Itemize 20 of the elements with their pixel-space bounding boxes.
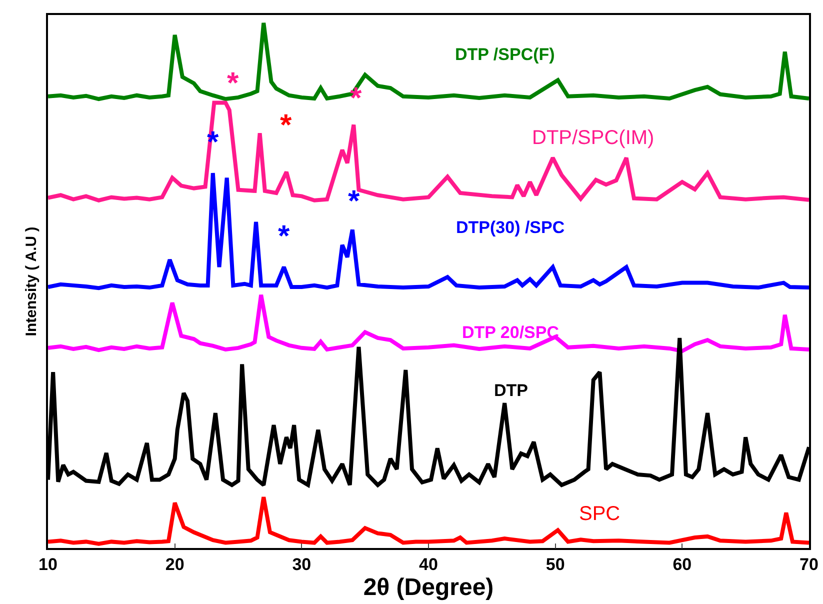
series-label: DTP(30) /SPC bbox=[456, 218, 565, 237]
x-tick-label: 40 bbox=[419, 555, 438, 574]
y-axis-title: Intensity ( A.U ) bbox=[23, 226, 40, 336]
series-label: DTP /SPC(F) bbox=[455, 45, 555, 64]
x-tick-label: 20 bbox=[165, 555, 184, 574]
x-tick-label: 60 bbox=[672, 555, 692, 574]
annotation: * bbox=[350, 82, 362, 115]
annotation: * bbox=[227, 67, 239, 100]
annotation: * bbox=[278, 220, 290, 253]
annotation: * bbox=[280, 109, 292, 142]
x-tick-label: 50 bbox=[546, 555, 565, 574]
series-label: DTP 20/SPC bbox=[462, 323, 560, 342]
series-label: DTP bbox=[494, 381, 528, 400]
annotation: * bbox=[348, 185, 360, 218]
series-label: SPC bbox=[579, 503, 620, 525]
series-label: DTP/SPC(IM) bbox=[532, 127, 654, 149]
x-tick-label: 10 bbox=[38, 555, 58, 574]
x-axis-title: 2θ (Degree) bbox=[363, 574, 494, 602]
x-tick-label: 70 bbox=[800, 555, 818, 574]
x-tick-label: 30 bbox=[292, 555, 312, 574]
